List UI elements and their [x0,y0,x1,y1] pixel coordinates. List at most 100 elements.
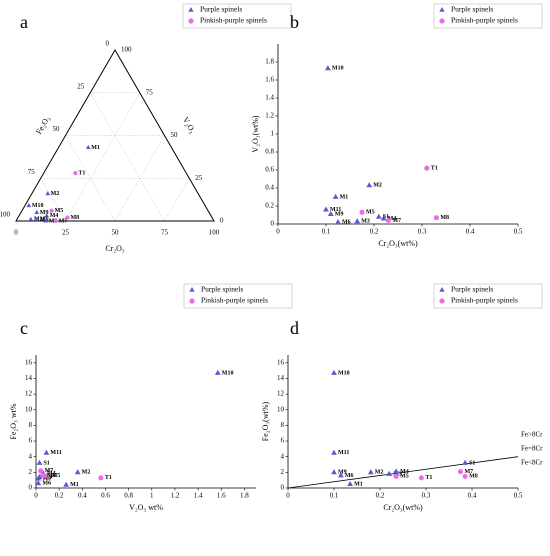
point [335,219,341,225]
point [332,193,339,199]
point [34,216,40,221]
point-label: M3 [361,219,370,225]
y-tick-label: 1.6 [265,76,274,84]
point [433,215,439,221]
point [380,215,387,221]
right-tick-label: 100 [121,46,132,54]
point [424,165,430,171]
x-tick-label: 0 [34,492,38,500]
point [35,480,42,486]
y-tick-label: 6 [281,437,285,445]
point [325,65,331,71]
x-tick-label: 1.6 [217,492,226,500]
x-tick-label: 0.8 [124,492,133,500]
legend-label: Purple spinels [200,5,242,14]
point [347,480,353,487]
point [359,209,365,215]
point-label: M5 [52,473,61,479]
point-label: M2 [375,470,384,476]
point-label: M10 [338,370,350,376]
y-tick-label: 10 [277,405,285,413]
left-tick-label: 25 [77,82,85,90]
point [331,369,337,375]
point-label: M7 [465,469,474,475]
y-tick-label: 2 [29,468,33,476]
bottom-tick-label: 0 [14,229,18,237]
point-label: M1 [340,194,349,200]
legend-label: Pinkish-purple spinels [200,16,267,25]
y-tick-label: 0.6 [265,166,274,174]
grid-line [40,178,66,222]
y-tick-label: 2 [281,468,285,476]
point-label: M5 [400,474,409,480]
y-tick-label: 0 [281,484,285,492]
bottom-tick-label: 25 [62,229,70,237]
y-tick-label: 16 [277,358,285,366]
point-label: M1 [354,481,363,487]
y-tick-label: 0.2 [265,202,274,210]
x-tick-label: 0.2 [370,228,379,236]
legend-marker [439,7,445,12]
legend-label: Pinkish-purple spinels [451,296,518,305]
point-label: M2 [82,470,91,476]
point [214,369,221,375]
point-label: M5 [55,208,64,214]
grid-line [90,92,165,222]
point [43,218,49,223]
point-label: M6 [342,220,351,226]
point-label: S1 [383,214,389,220]
legend-label: Pinkish-purple spinels [201,296,268,305]
point-label: M10 [222,370,234,376]
legend-marker [188,18,194,24]
legend-label: Purple spinels [451,285,493,294]
point [331,469,337,475]
bottom-tick-label: 50 [112,229,120,237]
point-label: M5 [366,210,375,216]
y-tick-label: 14 [25,374,33,382]
right-axis-title: V₂O₃ [181,115,197,135]
x-tick-label: 0.4 [468,492,477,500]
point-label: M1 [91,145,100,151]
annotation: Fe<8Cr [521,459,543,467]
legend-box [433,283,543,309]
point [457,469,464,475]
point [73,171,78,176]
point-label: M6 [40,217,49,223]
y-tick-label: 8 [29,421,33,429]
point-label: M8 [469,474,478,480]
legend-marker [439,287,445,292]
left-tick-label: 0 [106,40,110,48]
point [418,475,424,481]
point-label: M11 [330,207,341,213]
x-tick-label: 0.1 [322,228,331,236]
point-label: S1 [43,460,49,466]
legend-box [433,3,543,29]
point [34,209,40,215]
left-tick-label: 100 [0,211,11,219]
legend-label: Purple spinels [201,285,243,294]
y-tick-label: 0 [29,484,33,492]
y-tick-label: 1.4 [265,94,274,102]
panel-letter: b [290,12,299,32]
point-label: M8 [440,215,449,221]
x-tick-label: 1.4 [194,492,203,500]
grid-line [164,178,190,222]
legend-marker [439,18,445,24]
y-tick-label: 12 [25,390,33,398]
point [85,144,91,150]
point-label: M6 [345,473,354,479]
x-tick-label: 0.2 [376,492,385,500]
point-label: M10 [32,203,44,209]
point [393,468,399,474]
point [44,213,50,218]
point [45,472,51,479]
y-tick-label: 16 [25,358,33,366]
point [354,218,361,224]
y-tick-label: 1 [271,130,275,138]
point [63,481,69,487]
point-label: M8 [70,215,79,221]
grid-line [65,92,140,222]
point [338,472,344,478]
y-axis-title: Fe₂O₃(wt%) [261,401,270,441]
